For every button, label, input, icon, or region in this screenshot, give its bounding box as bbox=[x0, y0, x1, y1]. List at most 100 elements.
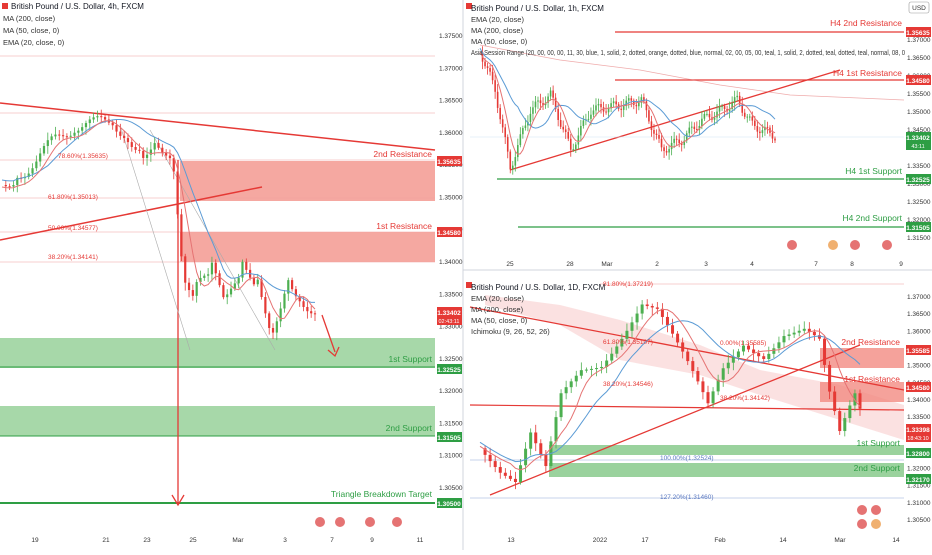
tag-d-current-price bbox=[906, 424, 931, 442]
calendar-event-icons-4h[interactable] bbox=[315, 517, 402, 527]
candle-body bbox=[199, 277, 202, 283]
triangle-lower-line bbox=[0, 186, 263, 241]
event-flag-icon[interactable] bbox=[871, 505, 881, 515]
ind-1h-ma200: MA (200, close) bbox=[471, 26, 524, 35]
currency-button[interactable] bbox=[908, 1, 930, 14]
panel-4h[interactable]: 2nd Resistance 1st Resistance 1st Suppor… bbox=[0, 2, 463, 544]
price-tick-label: 1.33500 bbox=[439, 291, 463, 298]
tag-1h-2nd-support bbox=[906, 222, 931, 232]
date-axis-4h[interactable]: 19 21 23 25 Mar 3 7 9 11 bbox=[31, 537, 423, 544]
label-1st-support: 1st Support bbox=[389, 354, 433, 364]
candle-body bbox=[271, 327, 275, 333]
zone-1st-support bbox=[0, 338, 435, 368]
zone-2nd-resistance bbox=[180, 161, 435, 201]
ichimoku-cloud bbox=[485, 295, 904, 440]
event-flag-icon[interactable] bbox=[787, 240, 797, 250]
tag-1h-1st-resistance bbox=[906, 75, 931, 85]
date-tick-label: 7 bbox=[330, 537, 334, 544]
panel-1h[interactable]: H4 2nd Resistance H4 1st Resistance H4 1… bbox=[466, 1, 931, 268]
candle-body bbox=[27, 173, 30, 177]
candle-body bbox=[774, 138, 776, 141]
candle-body bbox=[817, 335, 821, 339]
tag-text-d-2nd-resistance: 1.35585 bbox=[906, 348, 930, 355]
candle-body bbox=[187, 282, 191, 291]
price-tick-label: 1.32000 bbox=[907, 466, 931, 473]
date-axis-1d[interactable]: 13 2022 17 Feb 14 Mar 14 bbox=[507, 537, 900, 544]
candle-body bbox=[503, 472, 507, 476]
fib-d-label-61: 61.80%(1.35107) bbox=[603, 339, 653, 346]
candle-body bbox=[31, 168, 34, 174]
tag-1h-1st-support bbox=[906, 174, 931, 184]
candle-body bbox=[559, 393, 563, 418]
price-tick-label: 1.32500 bbox=[439, 356, 463, 363]
candle-body bbox=[245, 261, 248, 270]
candle-body bbox=[532, 107, 534, 114]
calendar-event-icons-1d[interactable] bbox=[857, 505, 881, 529]
date-tick-label: 21 bbox=[102, 537, 110, 544]
candle-body bbox=[73, 132, 76, 136]
ma-200-1h bbox=[479, 44, 905, 101]
candle-body bbox=[688, 127, 691, 134]
candle-body bbox=[279, 308, 282, 322]
ind-1d-ema20: EMA (20, close) bbox=[471, 294, 524, 303]
candle-body bbox=[294, 289, 298, 297]
candle-body bbox=[145, 154, 149, 158]
candle-body bbox=[597, 103, 600, 106]
candle-body bbox=[721, 368, 725, 380]
candle-body bbox=[600, 103, 602, 108]
candle-body bbox=[103, 117, 107, 120]
event-flag-icon[interactable] bbox=[857, 505, 867, 515]
candle-body bbox=[268, 313, 271, 328]
event-flag-icon[interactable] bbox=[315, 517, 325, 527]
candle-body bbox=[517, 145, 519, 158]
candle-body bbox=[88, 119, 91, 124]
price-axis-1d[interactable]: 1.370001.365001.360001.355001.350001.345… bbox=[907, 294, 931, 524]
panel-1d-title: British Pound / U.S. Dollar, 1D, FXCM bbox=[471, 283, 606, 292]
ema-20-1h bbox=[479, 51, 776, 155]
candle-body bbox=[153, 143, 156, 150]
candle-body bbox=[595, 105, 597, 111]
event-flag-icon[interactable] bbox=[828, 240, 838, 250]
price-tick-label: 1.36500 bbox=[907, 311, 931, 318]
event-flag-icon[interactable] bbox=[392, 517, 402, 527]
price-tick-label: 1.30500 bbox=[439, 485, 463, 492]
calendar-event-icons-1h[interactable] bbox=[787, 240, 892, 250]
candle-body bbox=[233, 283, 236, 289]
candle-body bbox=[713, 117, 716, 120]
fib-d-label-127: 127.20%(1.31460) bbox=[660, 494, 714, 501]
candle-body bbox=[46, 140, 49, 147]
price-axis-4h[interactable]: 1.375001.370001.365001.360001.355001.350… bbox=[439, 33, 463, 492]
label-d-2nd-resistance: 2nd Resistance bbox=[841, 337, 900, 347]
candle-body bbox=[650, 121, 653, 130]
event-flag-icon[interactable] bbox=[857, 519, 867, 529]
event-flag-icon[interactable] bbox=[365, 517, 375, 527]
event-flag-icon[interactable] bbox=[850, 240, 860, 250]
candle-body bbox=[708, 113, 711, 118]
candle-body bbox=[843, 418, 847, 432]
tag-text-4h-countdown: 02:43:11 bbox=[438, 319, 459, 325]
date-tick-label: 2022 bbox=[593, 537, 608, 544]
candle-body bbox=[747, 345, 751, 350]
candle-body bbox=[761, 130, 764, 134]
tag-d-1st-resistance bbox=[906, 382, 931, 392]
candle-body bbox=[256, 279, 259, 285]
event-flag-icon[interactable] bbox=[335, 517, 345, 527]
candle-body bbox=[275, 321, 278, 333]
candle-body bbox=[633, 100, 635, 105]
logo-1d bbox=[466, 282, 472, 288]
trendline-d-lower bbox=[489, 344, 861, 496]
candle-body bbox=[580, 125, 582, 136]
tag-text-1h-2nd-resistance: 1.35635 bbox=[906, 30, 930, 37]
candle-body bbox=[731, 357, 735, 363]
event-flag-icon[interactable] bbox=[882, 240, 892, 250]
candle-body bbox=[499, 107, 501, 120]
candle-body bbox=[681, 342, 685, 352]
event-flag-icon[interactable] bbox=[871, 519, 881, 529]
price-tick-label: 1.31500 bbox=[907, 235, 931, 242]
panel-1d[interactable]: 2nd Resistance 1st Resistance 1st Suppor… bbox=[466, 281, 931, 544]
date-axis-1h[interactable]: 25 28 Mar 2 3 4 7 8 9 bbox=[506, 261, 903, 268]
candle-body bbox=[698, 125, 701, 130]
candle-body bbox=[792, 332, 796, 335]
candles-4h bbox=[4, 109, 317, 341]
